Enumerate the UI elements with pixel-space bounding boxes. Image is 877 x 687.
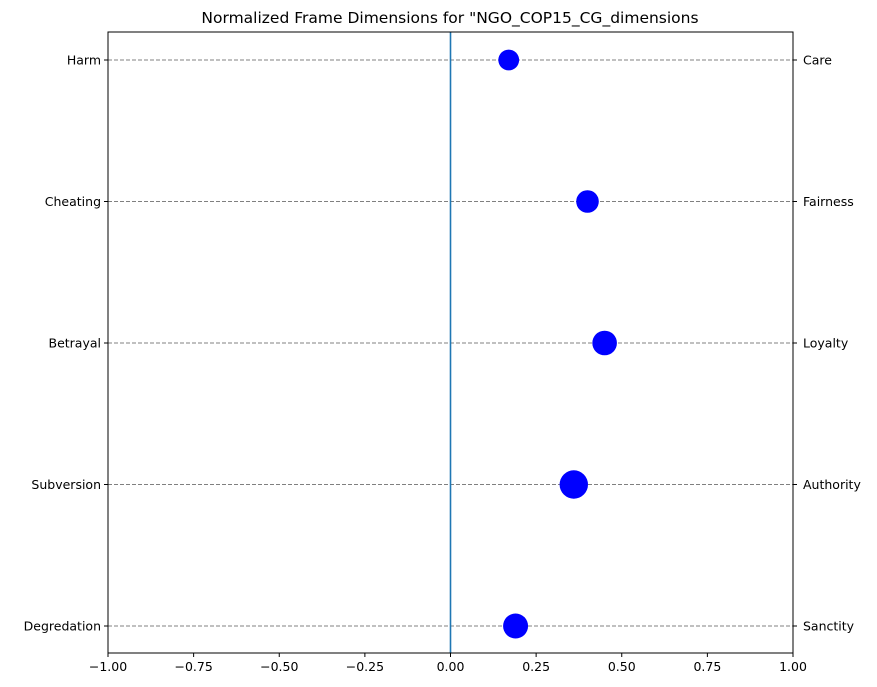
right-axis-label: Loyalty [803, 336, 849, 351]
x-tick-label: −0.25 [346, 659, 384, 674]
right-axis-label: Sanctity [803, 619, 855, 634]
data-point-authority [559, 470, 588, 499]
x-tick-label: 0.25 [522, 659, 550, 674]
chart-title: Normalized Frame Dimensions for "NGO_COP… [201, 9, 698, 28]
data-point-care [498, 49, 520, 71]
data-point-sanctity [503, 613, 529, 639]
right-axis-labels: Care Fairness Loyalty Authority Sanctity [793, 53, 861, 634]
left-axis-label: Degredation [24, 619, 101, 634]
data-points [498, 49, 617, 639]
x-tick-label: 0.00 [437, 659, 465, 674]
right-axis-label: Authority [803, 477, 861, 492]
left-axis-label: Subversion [31, 477, 101, 492]
left-axis-labels: Harm Cheating Betrayal Subversion Degredatio… [24, 53, 108, 634]
x-tick-label: 0.75 [693, 659, 721, 674]
right-axis-label: Fairness [803, 194, 854, 209]
x-tick-label: −1.00 [89, 659, 127, 674]
left-axis-label: Betrayal [49, 336, 102, 351]
x-tick-label: −0.50 [260, 659, 298, 674]
left-axis-label: Cheating [45, 194, 101, 209]
left-axis-label: Harm [67, 53, 101, 68]
x-tick-label: −0.75 [174, 659, 212, 674]
x-tick-label: 0.50 [608, 659, 636, 674]
x-axis-ticks: −1.00 −0.75 −0.50 −0.25 0.00 0.25 0.50 0.75 1.00 [89, 653, 807, 674]
data-point-fairness [576, 190, 599, 213]
x-tick-label: 1.00 [779, 659, 807, 674]
data-point-loyalty [592, 330, 617, 356]
right-axis-label: Care [803, 53, 832, 68]
